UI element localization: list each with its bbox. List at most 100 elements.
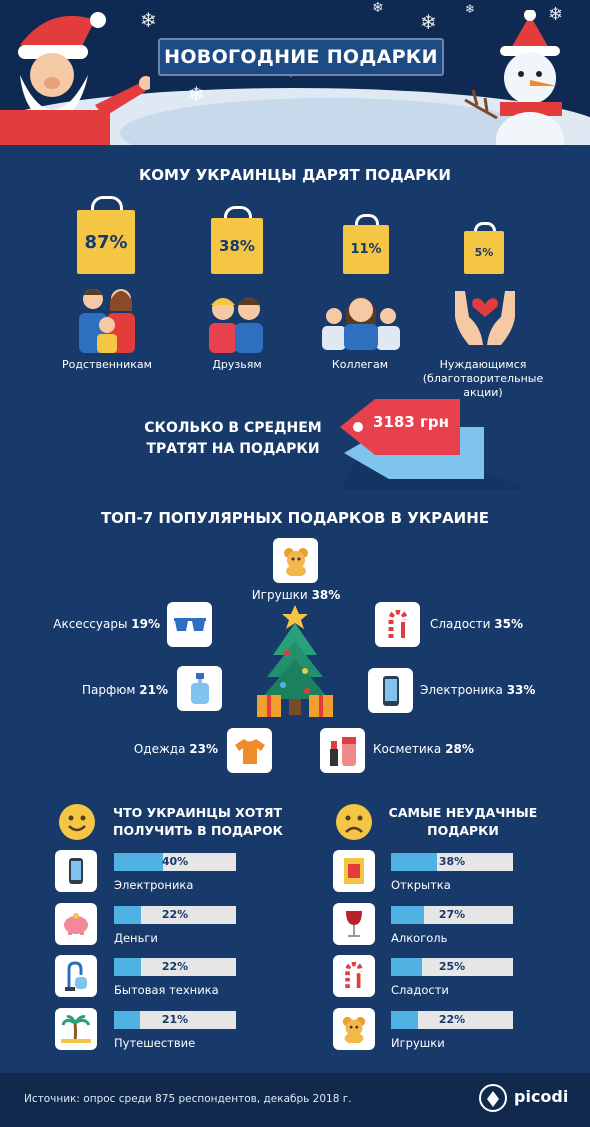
wanted-bar: 22% [114,958,236,976]
footer: Источник: опрос среди 875 респондентов, … [0,1073,590,1127]
friends-icon [209,298,263,353]
gift-percent: 38% [311,588,341,602]
charity-hands-icon [455,291,515,345]
top-gift-electronics: Электроника 33% [420,683,570,697]
postcard-icon [333,850,375,892]
top-gift-clothes: Одежда 23% [70,742,218,756]
top-gift-cosmetics: Косметика 28% [373,742,523,756]
gift-name: Сладости [430,617,491,631]
top-gift-accessories: Аксессуары 19% [20,617,160,631]
gift-percent: 33% [506,683,536,697]
gift-percent: 19% [131,617,160,631]
bag-handle [474,222,496,235]
vacuum-icon [55,955,97,997]
recipient-label: Коллегам [331,358,389,371]
tshirt-icon [227,728,272,773]
worst-label: Алкоголь [391,931,448,945]
average-spend-value: 3183 грн [373,413,449,431]
recipient-label: Родственникам [62,358,152,371]
gift-percent: 35% [494,617,523,631]
happy-face-icon [59,804,95,840]
wanted-label: Путешествие [114,1036,196,1050]
gift-percent: 23% [189,742,218,756]
wine-glass-icon [333,903,375,945]
sad-face-icon [336,804,372,840]
wanted-bar: 22% [114,906,236,924]
bar-fill [114,1011,140,1029]
gift-percent: 21% [139,683,168,697]
bar-value: 38% [438,855,466,868]
bar-fill [391,906,424,924]
bar-value: 27% [438,908,466,921]
wanted-label: Электроника [114,878,194,892]
gift-name: Косметика [373,742,442,756]
top-gift-toys: Игрушки 38% [236,588,356,602]
bar-value: 22% [438,1013,466,1026]
worst-bar: 25% [391,958,513,976]
bar-fill [391,1011,418,1029]
header-banner: ❄ ❄ ❄ ❄ ❄ ❄ ❄ ❄ НОВОГОДНИЕ ПОДАРКИ [0,0,590,145]
picodi-logo-icon [479,1084,507,1112]
worst-label: Игрушки [391,1036,445,1050]
bar-value: 22% [161,908,189,921]
worst-bar: 38% [391,853,513,871]
christmas-tree-icon [257,605,333,717]
page-title: НОВОГОДНИЕ ПОДАРКИ [158,38,444,76]
top-gift-sweets: Сладости 35% [430,617,570,631]
recipient-label: Друзьям [212,358,262,371]
percent-badge: 11% [343,225,389,274]
top-gift-perfume: Парфюм 21% [20,683,168,697]
teddy-bear-icon [273,538,318,583]
top7-title: ТОП-7 ПОПУЛЯРНЫХ ПОДАРКОВ В УКРАИНЕ [100,509,490,527]
snowflake-icon: ❄ [188,82,205,106]
snowflake-icon: ❄ [140,8,157,32]
bar-value: 22% [161,960,189,973]
average-spend-label: СКОЛЬКО В СРЕДНЕМ ТРАТЯТ НА ПОДАРКИ [144,420,322,457]
wanted-bar: 21% [114,1011,236,1029]
gift-percent: 28% [445,742,474,756]
wanted-label: Деньги [114,931,158,945]
sunglasses-icon [167,602,212,647]
percent-badge: 87% [77,210,135,274]
worst-bar: 27% [391,906,513,924]
candy-cane-icon [333,955,375,997]
bar-fill [114,853,163,871]
wanted-title: ЧТО УКРАИНЦЫ ХОТЯТ ПОЛУЧИТЬ В ПОДАРОК [113,805,283,838]
recipient-bag-friends: 38% [211,206,263,274]
piggy-bank-icon [55,903,97,945]
bar-fill [391,853,438,871]
bar-fill [391,958,422,976]
bar-fill [114,906,141,924]
snowman-icon [464,10,564,145]
percent-badge: 5% [464,231,504,274]
worst-title: САМЫЕ НЕУДАЧНЫЕ ПОДАРКИ [388,805,538,838]
smartphone-icon [55,850,97,892]
gift-name: Электроника [420,683,503,697]
wanted-bar: 40% [114,853,236,871]
price-tag-icon [340,399,520,490]
worst-label: Сладости [391,983,449,997]
snowflake-icon: ❄ [548,4,564,25]
worst-label: Открытка [391,878,451,892]
wanted-label: Бытовая техника [114,983,219,997]
bag-handle [355,214,379,229]
bag-handle [224,206,252,223]
gift-name: Аксессуары [53,617,128,631]
recipient-bag-charity: 5% [464,222,504,274]
family-icon [79,289,135,353]
perfume-icon [177,666,222,711]
recipient-label: Нуждающимся (благотворительные акции) [422,358,544,399]
snowflake-icon: ❄ [465,2,476,16]
smartphone-icon [368,668,413,713]
percent-badge: 38% [211,218,263,274]
worst-bar: 22% [391,1011,513,1029]
recipient-bag-colleagues: 11% [343,214,389,274]
gift-name: Парфюм [82,683,136,697]
bar-value: 21% [161,1013,189,1026]
colleagues-icon [322,297,400,350]
gift-name: Одежда [133,742,186,756]
bar-value: 40% [161,855,189,868]
cosmetics-icon [320,728,365,773]
palm-tree-icon [55,1008,97,1050]
source-note: Источник: опрос среди 875 респондентов, … [24,1093,352,1105]
